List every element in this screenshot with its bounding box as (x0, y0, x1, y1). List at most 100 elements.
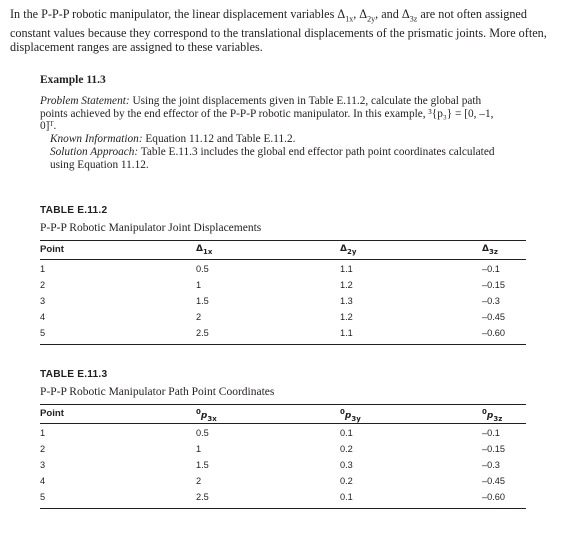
table1-header-delta-2y-sub: 2y (346, 247, 357, 256)
delta-2y-subscript: 2y (367, 14, 376, 24)
table2-cell: 2.5 (196, 492, 209, 502)
table2-header-p3z-symbol: p (486, 411, 494, 421)
table1: Point Δ1x Δ2y Δ3z 1 0.5 1.1 –0.1 2 1 1.2… (40, 240, 526, 350)
table1-header-row: Point Δ1x Δ2y Δ3z (40, 244, 526, 258)
problem-statement: Problem Statement: Using the joint displ… (40, 95, 510, 133)
table2-cell: 0.3 (340, 460, 353, 470)
table1-cell: 1.3 (340, 296, 353, 306)
table1-cell: 2.5 (196, 328, 209, 338)
table1-cell: 1 (40, 264, 46, 274)
table2-header-p3x-symbol: p (200, 411, 208, 421)
table2-cell: 2 (196, 476, 202, 486)
table1-header-delta-3z-sub: 3z (488, 247, 498, 256)
table1-cell: 1.5 (196, 296, 209, 306)
table2-header-p3z-sub: 3z (493, 414, 503, 423)
table1-cell: 2 (40, 280, 46, 290)
table1-header-rule (40, 259, 526, 260)
table2-header-p3z-sup: 0 (482, 408, 487, 416)
table2-cell: 0.1 (340, 428, 353, 438)
table2-caption: P-P-P Robotic Manipulator Path Point Coo… (40, 386, 275, 398)
table1-cell: 3 (40, 296, 46, 306)
intro-text-start: In the P-P-P robotic manipulator, the li… (10, 7, 346, 21)
table2-cell: 1 (40, 428, 46, 438)
intro-text-end: are not often assigned constant values b… (10, 7, 547, 55)
delta-1x-subscript: 1x (345, 14, 354, 24)
table2-label: TABLE E.11.3 (40, 369, 108, 380)
table2-header-p3y: 0p3y (340, 408, 361, 423)
known-information-text: Equation 11.12 and Table E.11.2. (142, 133, 296, 146)
table2-cell: 0.1 (340, 492, 353, 502)
table1-cell: –0.45 (482, 312, 505, 322)
table2-cell: –0.15 (482, 444, 505, 454)
table2-cell: 3 (40, 460, 46, 470)
table2: Point 0p3x 0p3y 0p3z 1 0.5 0.1 –0.1 2 1 … (40, 404, 526, 514)
table-row: 5 2.5 0.1 –0.60 (40, 492, 526, 506)
table-row: 1 0.5 1.1 –0.1 (40, 264, 526, 278)
problem-statement-math: ³{p₃} = [0, –1, 0]ᵀ (40, 107, 494, 133)
problem-statement-text: Using the joint displacements given in T… (40, 95, 482, 120)
solution-approach-text: Table E.11.3 includes the global end eff… (50, 145, 495, 171)
table1-cell: 0.5 (196, 264, 209, 274)
problem-statement-end: . (53, 120, 57, 133)
table2-header-p3y-sub: 3y (351, 414, 361, 423)
table2-header-row: Point 0p3x 0p3y 0p3z (40, 408, 526, 423)
table-row: 3 1.5 0.3 –0.3 (40, 460, 526, 474)
table-row: 3 1.5 1.3 –0.3 (40, 296, 526, 310)
table1-cell: –0.3 (482, 296, 500, 306)
table1-header-point: Point (40, 244, 64, 255)
table2-header-p3z: 0p3z (482, 408, 502, 423)
table1-cell: 1.2 (340, 280, 353, 290)
problem-statement-label: Problem Statement: (40, 95, 130, 107)
table2-header-p3y-sup: 0 (340, 408, 345, 416)
table2-cell: –0.60 (482, 492, 505, 502)
table2-header-p3y-symbol: p (344, 411, 352, 421)
table2-cell: –0.1 (482, 428, 500, 438)
table1-header-delta-3z: Δ3z (482, 244, 498, 256)
table1-header-delta-1x-symbol: Δ (196, 244, 203, 254)
table1-cell: 1 (196, 280, 202, 290)
table1-top-rule (40, 240, 526, 241)
intro-sep-1: , Δ (353, 7, 368, 21)
table1-cell: –0.1 (482, 264, 500, 274)
table2-cell: 5 (40, 492, 46, 502)
intro-sep-2: , and Δ (375, 7, 410, 21)
delta-3z-subscript: 3z (409, 14, 418, 24)
example-body: Problem Statement: Using the joint displ… (40, 95, 510, 171)
table2-top-rule (40, 404, 526, 405)
solution-approach: Solution Approach: Table E.11.3 includes… (40, 146, 510, 171)
table1-cell: –0.60 (482, 328, 505, 338)
table1-cell: 1.1 (340, 328, 353, 338)
table2-cell: 0.2 (340, 476, 353, 486)
table2-header-p3x-sup: 0 (196, 408, 201, 416)
intro-paragraph: In the P-P-P robotic manipulator, the li… (10, 7, 550, 54)
table2-header-point: Point (40, 408, 64, 419)
table1-cell: 1.1 (340, 264, 353, 274)
table2-cell: 0.2 (340, 444, 353, 454)
table1-header-delta-2y-symbol: Δ (340, 244, 347, 254)
table2-header-p3x: 0p3x (196, 408, 217, 423)
table-row: 4 2 0.2 –0.45 (40, 476, 526, 490)
table1-cell: 2 (196, 312, 202, 322)
table1-header-delta-2y: Δ2y (340, 244, 356, 256)
known-information: Known Information: Equation 11.12 and Ta… (40, 133, 510, 146)
table-row: 4 2 1.2 –0.45 (40, 312, 526, 326)
table2-cell: 4 (40, 476, 46, 486)
table2-cell: –0.45 (482, 476, 505, 486)
table1-header-delta-1x-sub: 1x (202, 247, 213, 256)
table1-cell: 4 (40, 312, 46, 322)
table-row: 2 1 1.2 –0.15 (40, 280, 526, 294)
table2-cell: 2 (40, 444, 46, 454)
table-row: 1 0.5 0.1 –0.1 (40, 428, 526, 442)
table-row: 5 2.5 1.1 –0.60 (40, 328, 526, 342)
table1-cell: –0.15 (482, 280, 505, 290)
solution-approach-label: Solution Approach: (50, 145, 139, 158)
table2-cell: –0.3 (482, 460, 500, 470)
table2-cell: 1 (196, 444, 202, 454)
table1-caption: P-P-P Robotic Manipulator Joint Displace… (40, 222, 262, 234)
table1-header-delta-3z-symbol: Δ (482, 244, 489, 254)
table2-header-p3x-sub: 3x (207, 414, 217, 423)
example-title: Example 11.3 (40, 74, 106, 86)
table2-cell: 0.5 (196, 428, 209, 438)
table1-header-delta-1x: Δ1x (196, 244, 212, 256)
